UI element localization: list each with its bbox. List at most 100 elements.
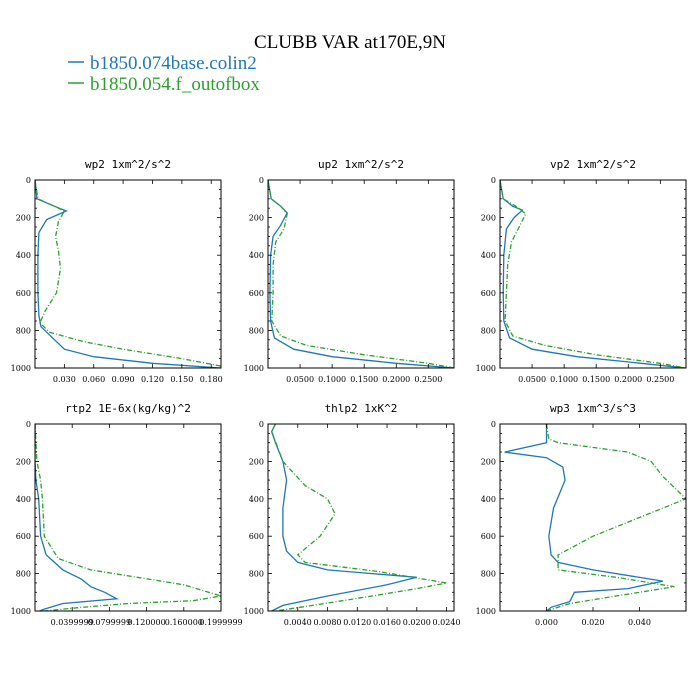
panel-series-group	[270, 424, 447, 611]
x-tick-label: 0.0080	[314, 618, 342, 627]
series-line-2	[545, 424, 686, 611]
panel-2: up2 1xm^2/s^2 0 200 400 600 800 1000 0.0500 0.10…	[244, 158, 455, 384]
y-tick-label: 800	[481, 326, 496, 335]
y-tick-label: 0	[259, 420, 264, 429]
x-tick-label: 0.0120	[343, 618, 371, 627]
x-tick-label: 0.0500	[518, 375, 546, 384]
x-tick-label: 0.1000	[318, 375, 346, 384]
panel-title: wp2 1xm^2/s^2	[85, 158, 171, 171]
panel-3: vp2 1xm^2/s^2 0 200 400 600 800 1000 0.0500 0.10…	[476, 158, 687, 384]
y-tick-label: 400	[481, 251, 496, 260]
x-tick-label: 0.0040	[284, 618, 312, 627]
y-tick-label: 800	[16, 326, 31, 335]
panel-frame	[34, 179, 222, 369]
series-line-2	[35, 180, 221, 367]
y-tick-label: 600	[249, 289, 264, 298]
y-tick-label: 600	[16, 289, 31, 298]
legend-label-series-1: b1850.074base.colin2	[90, 53, 257, 74]
y-tick-label: 200	[249, 214, 264, 223]
x-tick-label: 0.2500	[414, 375, 442, 384]
x-tick-label: 0.0500	[286, 375, 314, 384]
x-tick-label: 0.030	[53, 375, 76, 384]
series-line-2	[500, 180, 686, 368]
panel-series-group	[268, 180, 454, 368]
x-tick-label: 0.090	[112, 375, 135, 384]
panel-6: wp3 1xm^3/s^3 0 200 400 600 800 1000 0.000 0.020…	[476, 402, 687, 627]
legend-label-series-2: b1850.054.f_outofbox	[90, 74, 260, 95]
x-tick-label: 0.0799999	[88, 618, 131, 627]
y-tick-label: 200	[481, 457, 496, 466]
y-tick-label: 800	[481, 570, 496, 579]
x-tick-label: 0.1999999	[199, 618, 242, 627]
series-line-1	[504, 424, 663, 611]
y-tick-label: 0	[491, 420, 496, 429]
panel-series-group	[35, 180, 221, 368]
series-line-2	[270, 424, 447, 611]
y-tick-label: 0	[259, 176, 264, 185]
y-tick-label: 800	[249, 326, 264, 335]
panel-title: thlp2 1xK^2	[325, 402, 398, 415]
y-tick-label: 1000	[476, 364, 496, 373]
panel-title: wp3 1xm^3/s^3	[550, 402, 636, 415]
y-tick-label: 0	[491, 176, 496, 185]
y-tick-label: 600	[481, 289, 496, 298]
x-tick-label: 0.040	[628, 618, 651, 627]
series-line-1	[500, 180, 686, 368]
x-tick-label: 0.160000	[165, 618, 203, 627]
x-tick-label: 0.2500	[646, 375, 674, 384]
y-tick-label: 600	[249, 532, 264, 541]
panel-5: thlp2 1xK^2 0 200 400 600 800 1000 0.0040 0.0080…	[244, 402, 461, 627]
x-tick-label: 0.0200	[403, 618, 431, 627]
series-line-1	[270, 424, 417, 611]
panel-title: vp2 1xm^2/s^2	[550, 158, 636, 171]
figure-title: CLUBB VAR at170E,9N	[254, 32, 446, 53]
panel-series-group	[504, 424, 686, 611]
x-tick-label: 0.1500	[350, 375, 378, 384]
y-tick-label: 1000	[476, 607, 496, 616]
y-tick-label: 400	[249, 495, 264, 504]
series-line-1	[35, 180, 221, 368]
panel-series-group	[35, 424, 221, 611]
y-tick-label: 800	[249, 570, 264, 579]
y-tick-label: 400	[16, 251, 31, 260]
y-tick-label: 200	[249, 457, 264, 466]
panel-4: rtp2 1E-6x(kg/kg)^2 0 200 400 600 800 1000 0.03…	[11, 402, 243, 627]
y-tick-label: 1000	[11, 607, 31, 616]
y-tick-label: 1000	[11, 364, 31, 373]
y-tick-label: 400	[249, 251, 264, 260]
series-line-1	[268, 180, 454, 368]
y-tick-label: 1000	[244, 607, 264, 616]
panel-frame	[499, 179, 687, 369]
x-tick-label: 0.2000	[614, 375, 642, 384]
x-tick-label: 0.120	[141, 375, 164, 384]
x-tick-label: 0.0399999	[51, 618, 94, 627]
x-tick-label: 0.000	[535, 618, 558, 627]
x-tick-label: 0.2000	[382, 375, 410, 384]
y-tick-label: 600	[481, 532, 496, 541]
panels-container: wp2 1xm^2/s^2 0 200 400 600 800 1000 0.030 0.060…	[11, 158, 687, 627]
panel-frame	[267, 179, 455, 369]
panel-title: rtp2 1E-6x(kg/kg)^2	[65, 402, 191, 415]
y-tick-label: 200	[16, 457, 31, 466]
y-tick-label: 400	[481, 495, 496, 504]
series-line-2	[35, 424, 221, 611]
panel-series-group	[500, 180, 686, 368]
series-line-2	[268, 180, 454, 368]
y-tick-label: 200	[481, 214, 496, 223]
panel-title: up2 1xm^2/s^2	[318, 158, 404, 171]
x-tick-label: 0.0160	[373, 618, 401, 627]
x-tick-label: 0.120000	[128, 618, 166, 627]
panel-frame	[34, 423, 222, 612]
panel-1: wp2 1xm^2/s^2 0 200 400 600 800 1000 0.030 0.060…	[11, 158, 223, 384]
y-tick-label: 200	[16, 214, 31, 223]
y-tick-label: 0	[26, 420, 31, 429]
x-tick-label: 0.150	[170, 375, 193, 384]
y-tick-label: 1000	[244, 364, 264, 373]
y-tick-label: 400	[16, 495, 31, 504]
y-tick-label: 800	[16, 570, 31, 579]
x-tick-label: 0.1500	[582, 375, 610, 384]
y-tick-label: 600	[16, 532, 31, 541]
series-line-1	[35, 424, 120, 611]
x-tick-label: 0.1000	[550, 375, 578, 384]
